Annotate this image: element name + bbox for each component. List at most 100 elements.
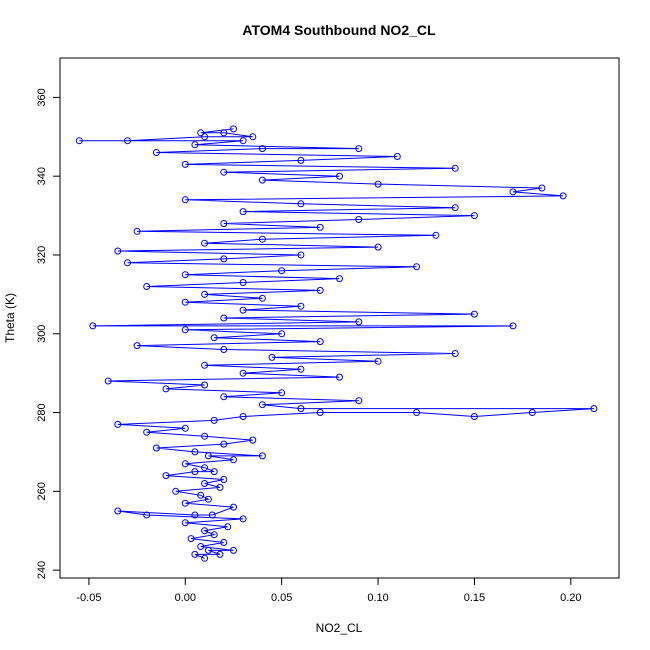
data-point [470, 413, 478, 420]
x-tick-label: 0.05 [271, 592, 292, 604]
data-point [104, 377, 112, 385]
data-point [374, 243, 382, 251]
data-point [538, 184, 546, 192]
chart-title: ATOM4 Southbound NO2_CL [242, 22, 436, 38]
data-point [133, 342, 141, 350]
data-point [152, 149, 160, 156]
data-point [114, 507, 122, 515]
x-axis: -0.05 0.00 0.05 0.10 0.15 0.20 [76, 577, 582, 604]
data-point [239, 306, 247, 314]
data-point [197, 129, 205, 137]
data-point [220, 539, 228, 546]
data-point [201, 239, 209, 247]
plot-layer [75, 125, 598, 562]
data-point [201, 381, 209, 389]
data-point [451, 164, 459, 172]
x-tick-label: 0.10 [367, 592, 388, 604]
data-point [316, 338, 324, 346]
data-point [239, 279, 247, 286]
data-point [297, 251, 305, 259]
y-tick-label: 240 [36, 561, 48, 579]
data-point [220, 476, 228, 483]
data-point [239, 413, 247, 420]
data-point [162, 385, 170, 393]
data-point [204, 452, 212, 460]
data-point [230, 125, 237, 133]
y-tick-label: 320 [36, 246, 48, 264]
data-point [374, 180, 382, 188]
data-point [590, 405, 598, 413]
data-point [208, 511, 216, 519]
data-point [220, 255, 228, 263]
data-point [258, 176, 266, 184]
data-point [181, 271, 189, 279]
data-point [559, 192, 567, 200]
data-point [181, 326, 189, 334]
data-point [509, 322, 517, 330]
data-point [114, 247, 122, 255]
data-point [278, 267, 286, 275]
data-point [239, 137, 247, 145]
data-point [191, 448, 199, 456]
data-point [316, 409, 324, 416]
data-point [393, 153, 401, 160]
data-point [181, 424, 189, 432]
x-tick-label: 0.20 [560, 592, 581, 604]
data-point [143, 511, 151, 519]
data-point [224, 523, 232, 531]
data-point [181, 519, 189, 527]
data-point [210, 416, 218, 424]
data-point [528, 409, 536, 416]
data-point [181, 298, 189, 306]
data-point [239, 208, 247, 216]
data-point [181, 499, 189, 507]
data-point [268, 353, 276, 361]
data-point [201, 432, 209, 440]
y-axis: 240 260 280 300 320 340 360 [36, 88, 61, 579]
y-tick-label: 360 [36, 88, 48, 106]
data-point [220, 346, 228, 353]
data-point [249, 436, 257, 444]
data-point [133, 227, 141, 235]
x-axis-label: NO2_CL [316, 621, 363, 635]
data-point [470, 310, 478, 318]
data-point [124, 259, 131, 267]
data-point [374, 357, 382, 365]
data-point [451, 350, 459, 357]
data-point [297, 302, 305, 310]
data-point [336, 275, 343, 283]
data-point [162, 472, 170, 480]
data-point [258, 294, 266, 302]
data-point [239, 369, 247, 377]
data-point [470, 212, 478, 220]
data-point [230, 503, 237, 511]
data-point [258, 145, 266, 153]
data-point [220, 168, 228, 176]
data-point [210, 334, 218, 342]
data-point [201, 554, 209, 562]
data-point [204, 495, 212, 503]
y-tick-label: 300 [36, 325, 48, 343]
data-point [75, 137, 83, 145]
data-point [191, 550, 199, 558]
data-point [187, 535, 195, 543]
data-point [451, 204, 459, 212]
data-point [316, 223, 324, 231]
x-tick-label: -0.05 [76, 592, 101, 604]
x-tick-label: 0.15 [464, 592, 485, 604]
data-point [152, 444, 160, 452]
data-point [297, 405, 305, 413]
y-tick-label: 340 [36, 167, 48, 185]
data-point [297, 156, 305, 164]
data-point [239, 515, 247, 523]
data-point [432, 231, 440, 239]
data-point [191, 511, 199, 519]
data-point [216, 550, 224, 558]
data-point [143, 283, 151, 290]
data-point [201, 480, 209, 487]
data-point [220, 440, 228, 448]
data-point [201, 527, 209, 535]
data-point [124, 137, 131, 145]
data-point [220, 220, 228, 227]
